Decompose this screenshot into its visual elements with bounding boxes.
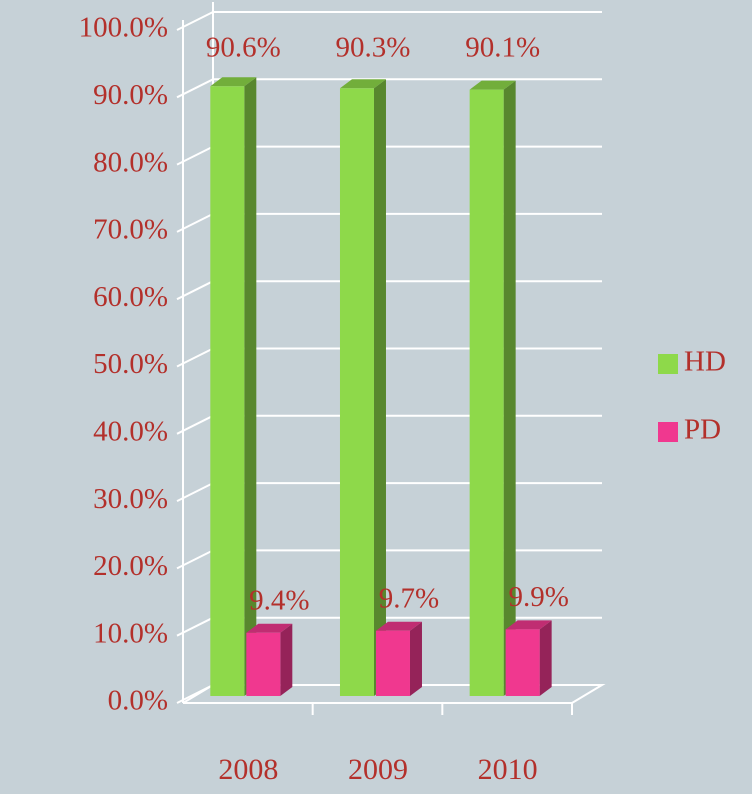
data-label: 90.6% <box>206 32 281 64</box>
bar-side <box>409 621 422 696</box>
bar <box>339 88 374 696</box>
x-tick-label: 2009 <box>348 753 408 786</box>
tick-mark <box>176 616 214 637</box>
data-label: 9.9% <box>508 581 568 613</box>
y-tick-label: 90.0% <box>93 79 168 111</box>
y-tick-label: 60.0% <box>93 281 168 313</box>
legend-swatch <box>658 354 678 374</box>
bar-top <box>246 623 293 633</box>
tick-mark <box>176 347 214 368</box>
data-label: 90.1% <box>465 32 540 64</box>
y-tick-label: 70.0% <box>93 214 168 246</box>
data-label: 90.3% <box>336 32 411 64</box>
bar <box>210 86 245 696</box>
y-tick-label: 50.0% <box>93 348 168 380</box>
bar-side <box>373 79 386 696</box>
y-tick-label: 100.0% <box>79 12 168 44</box>
y-tick-label: 0.0% <box>108 685 168 717</box>
y-tick-label: 30.0% <box>93 483 168 515</box>
bar-top <box>375 621 422 631</box>
tick-mark <box>176 213 214 233</box>
bar-side <box>244 77 257 696</box>
bar-side <box>539 620 552 696</box>
tick-mark <box>176 414 214 435</box>
bar-top <box>339 79 386 89</box>
bar <box>246 632 281 696</box>
legend-label: PD <box>684 414 721 446</box>
tick-mark <box>176 684 214 704</box>
bar-side <box>503 80 516 696</box>
bar-side <box>280 623 293 696</box>
bar-top <box>469 80 516 90</box>
data-label: 9.4% <box>249 584 309 616</box>
bar <box>469 89 504 696</box>
y-tick-label: 40.0% <box>93 415 168 447</box>
legend-label: HD <box>684 346 726 378</box>
y-tick-label: 10.0% <box>93 617 168 649</box>
bar-top <box>505 620 552 630</box>
x-tick-label: 2008 <box>218 753 278 786</box>
bar-top <box>210 77 257 87</box>
bar <box>375 630 410 696</box>
x-tick-label: 2010 <box>478 753 538 786</box>
tick-mark <box>176 11 214 31</box>
tick-mark <box>176 145 214 166</box>
tick-mark <box>176 280 214 301</box>
tick-mark <box>176 482 214 502</box>
y-tick-label: 80.0% <box>93 146 168 178</box>
tick-mark <box>176 549 214 570</box>
bar <box>505 629 540 696</box>
tick-mark <box>176 78 214 99</box>
data-label: 9.7% <box>379 582 439 614</box>
y-tick-label: 20.0% <box>93 550 168 582</box>
legend-swatch <box>658 422 678 442</box>
